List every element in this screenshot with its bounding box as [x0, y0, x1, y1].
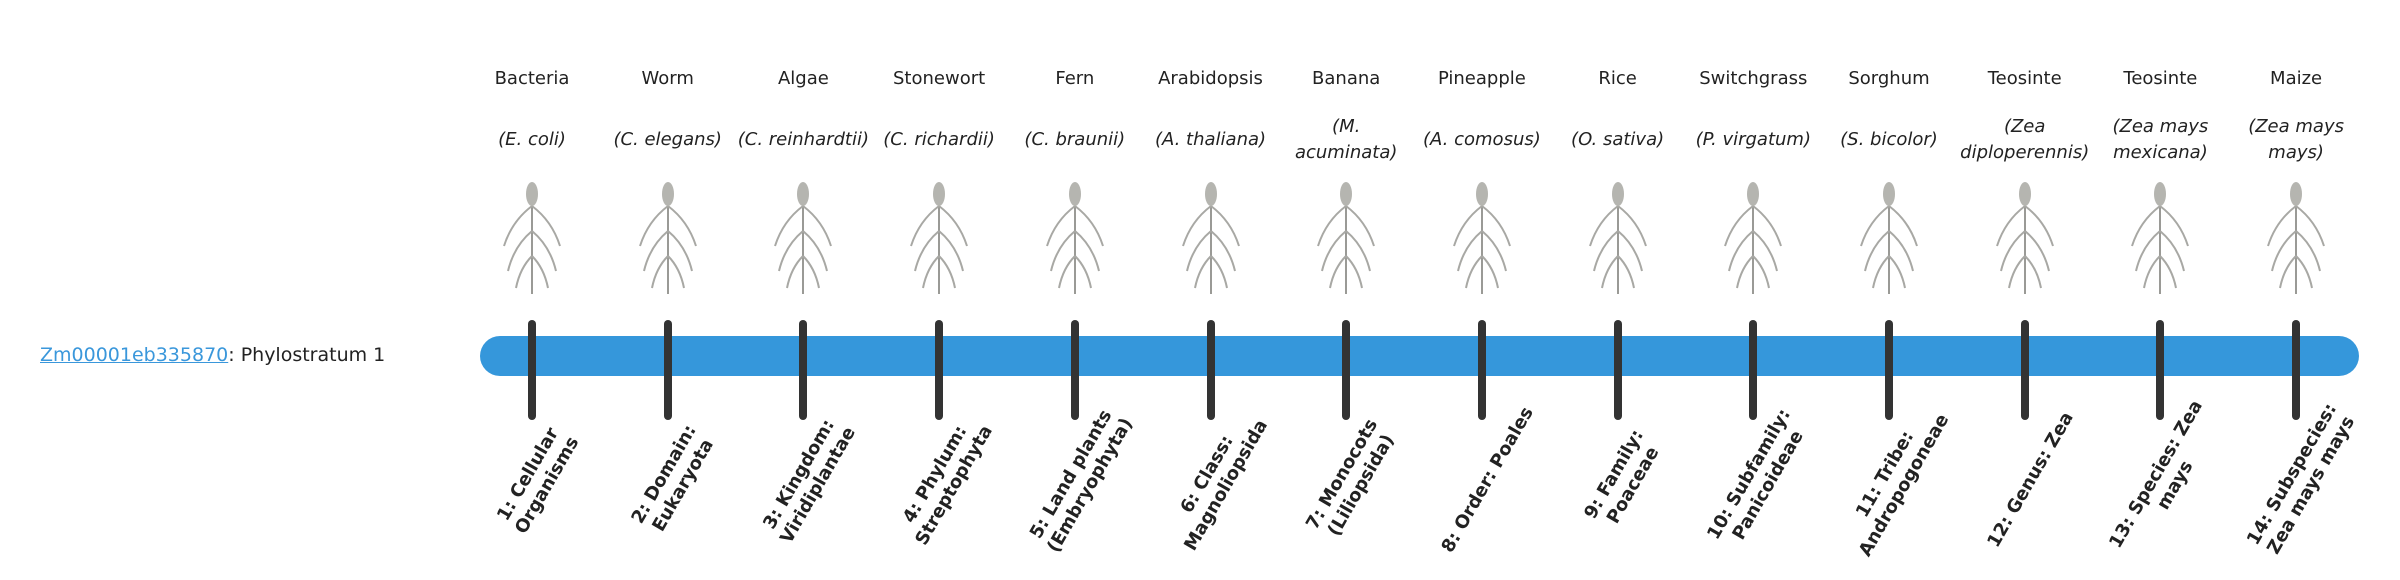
organism-scientific-name: (P. virgatum) — [1695, 129, 1811, 150]
organism-scientific-name: (A. comosus) — [1423, 129, 1541, 150]
organism-common-name: Bacteria — [494, 68, 570, 89]
stratum-tick — [935, 320, 944, 420]
organism-scientific-name: (Zea diploperennis) — [1960, 116, 2090, 163]
taxonomic-rank-label: 11: Tribe: Andropogoneae — [1851, 410, 1954, 561]
organism-common-name: Pineapple — [1437, 68, 1526, 89]
bacteria-icon — [503, 182, 561, 294]
organism-common-name: Switchgrass — [1699, 68, 1808, 89]
stratum-tick — [799, 320, 808, 420]
organism-scientific-name: (C. braunii) — [1024, 129, 1126, 150]
fern-icon — [1045, 182, 1104, 294]
taxonomic-rank-label: 12: Genus: Zea — [1982, 408, 2078, 552]
organism-common-name: Sorghum — [1848, 68, 1930, 89]
taxonomic-rank-label: 9: Family: Poaceae — [1579, 425, 1664, 528]
stratum-tick — [1613, 320, 1622, 420]
organism-scientific-name: (Zea mays mays) — [2248, 116, 2344, 163]
stratum-tick — [663, 320, 672, 420]
taxonomic-rank-label: 2: Domain: Eukaryota — [627, 421, 718, 536]
taxonomic-rank-label: 1: Cellular Organisms — [493, 424, 584, 538]
organism-common-name: Fern — [1055, 68, 1095, 89]
rice-icon — [1588, 182, 1647, 294]
sorghum-icon — [1860, 182, 1918, 294]
algae-icon — [774, 182, 833, 294]
stratum-tick — [528, 320, 536, 420]
worm-icon — [638, 182, 697, 294]
stonewort-icon — [910, 182, 969, 294]
organism-common-name: Banana — [1312, 68, 1381, 89]
taxonomic-rank-label: 4: Phylum: Streptophyta — [898, 421, 997, 549]
organism-common-name: Rice — [1598, 68, 1637, 89]
organism-common-name: Teosinte — [1987, 68, 2062, 89]
gene-label: Zm00001eb335870: Phylostratum 1 — [40, 340, 385, 370]
organism-common-name: Worm — [641, 68, 694, 89]
banana-icon — [1317, 182, 1376, 294]
taxonomic-rank-label: 14: Subspecies: Zea mays mays — [2243, 399, 2360, 558]
phylostrata-bar — [480, 336, 2359, 376]
switchgrass-icon — [1724, 182, 1783, 294]
taxonomic-rank-label: 10: Subfamily: Panicoideae — [1703, 405, 1809, 544]
organism-scientific-name: (M. acuminata) — [1294, 116, 1398, 163]
organism-scientific-name: (E. coli) — [498, 129, 566, 150]
gene-link[interactable]: Zm00001eb335870 — [40, 344, 229, 366]
stratum-tick — [2020, 320, 2029, 420]
teosinte-mexicana-icon — [2131, 182, 2190, 294]
taxonomic-rank-label: 13: Species: Zea mays — [2105, 396, 2208, 552]
stratum-tick — [2292, 320, 2301, 420]
maize-icon — [2267, 182, 2326, 294]
phylostratum-text: : Phylostratum 1 — [228, 344, 386, 366]
teosinte-icon — [1995, 182, 2054, 294]
organism-scientific-name: (C. richardii) — [883, 129, 995, 150]
organism-common-name: Algae — [777, 68, 829, 89]
taxonomic-rank-label: 5: Land plants (Embryophyta) — [1025, 406, 1137, 557]
taxonomic-rank-label: 6: Class: Magnoliopsida — [1175, 416, 1272, 555]
arabidopsis-icon — [1181, 182, 1240, 294]
organism-scientific-name: (Zea mays mexicana) — [2112, 116, 2209, 163]
organism-scientific-name: (S. bicolor) — [1840, 129, 1938, 150]
organism-common-name: Maize — [2270, 68, 2323, 89]
stratum-tick — [1206, 320, 1215, 420]
stratum-tick — [1749, 320, 1758, 420]
organism-scientific-name: (A. thaliana) — [1154, 129, 1267, 150]
stratum-tick — [1342, 320, 1351, 420]
stratum-tick — [2156, 320, 2165, 420]
organism-scientific-name: (O. sativa) — [1571, 129, 1665, 150]
stratum-tick — [1885, 320, 1893, 420]
taxonomic-rank-label: 7: Monocots (Liliopsida) — [1302, 415, 1399, 540]
organism-scientific-name: (C. elegans) — [613, 129, 722, 150]
taxonomic-rank-label: 8: Order: Poales — [1437, 403, 1538, 557]
stratum-tick — [1477, 320, 1486, 420]
organism-scientific-name: (C. reinhardtii) — [737, 129, 870, 150]
stratum-tick — [1070, 320, 1079, 420]
taxonomic-rank-label: 3: Kingdom: Viridiplantae — [759, 415, 861, 548]
organism-common-name: Stonewort — [893, 68, 986, 89]
organism-common-name: Teosinte — [2123, 68, 2198, 89]
organism-common-name: Arabidopsis — [1158, 68, 1263, 89]
pineapple-icon — [1452, 182, 1511, 294]
